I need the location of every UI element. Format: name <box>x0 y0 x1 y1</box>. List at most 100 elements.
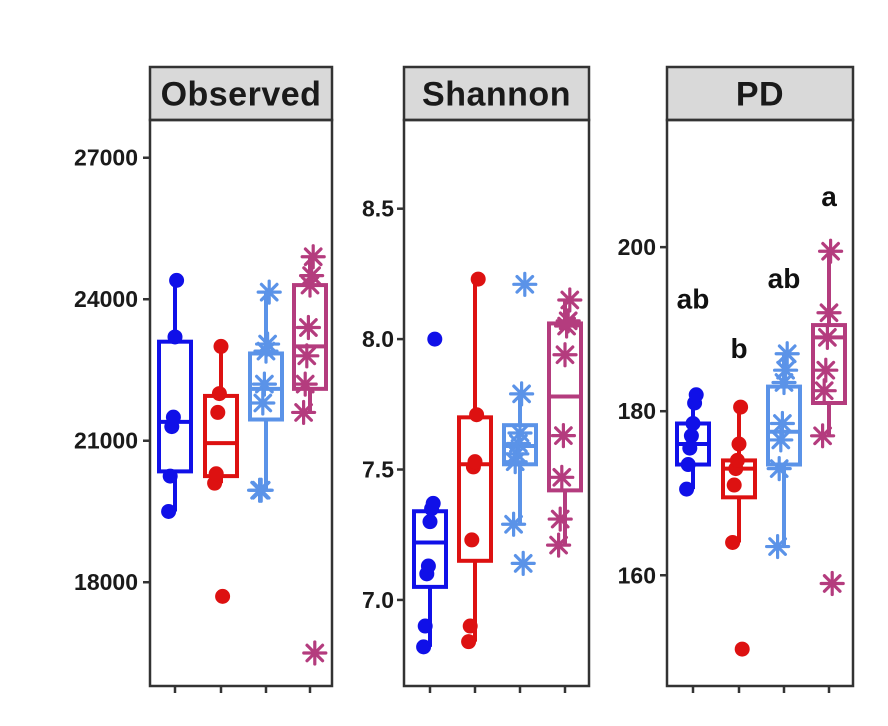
y-tick-label: 7.0 <box>362 587 394 613</box>
panel-shannon: Shannon 7.0 7.5 8.0 8.5 <box>362 65 591 693</box>
data-point <box>300 244 326 270</box>
data-point <box>547 506 573 532</box>
data-point <box>161 503 177 519</box>
data-point <box>512 271 538 297</box>
data-point <box>729 452 745 468</box>
data-point <box>550 423 577 449</box>
data-point <box>683 428 699 444</box>
data-point <box>552 342 578 368</box>
data-point <box>734 641 750 657</box>
data-point <box>555 308 581 334</box>
strip-title-shannon: Shannon <box>422 76 571 114</box>
data-point <box>302 640 328 666</box>
data-point <box>509 381 535 407</box>
data-point <box>688 387 704 403</box>
boxes-shannon <box>412 271 583 655</box>
strip-observed <box>148 65 334 122</box>
data-point <box>417 618 433 634</box>
data-point <box>167 329 183 345</box>
data-point <box>422 514 438 530</box>
box-group-2 <box>203 338 239 604</box>
y-tick-label: 180 <box>618 398 656 424</box>
box-group-3 <box>501 271 538 577</box>
data-point <box>809 423 836 449</box>
data-point <box>251 371 277 397</box>
data-point <box>769 410 796 437</box>
data-point <box>165 409 181 425</box>
data-point <box>255 331 281 357</box>
y-tick-label: 200 <box>618 234 656 260</box>
panel-frame-shannon <box>402 118 591 688</box>
box-group-2 <box>457 271 493 650</box>
strip-title-pd: PD <box>736 76 784 114</box>
significance-letter: a <box>821 181 837 212</box>
data-point <box>557 287 583 313</box>
data-point <box>467 454 483 470</box>
x-axis-shannon <box>428 686 567 693</box>
y-axis-shannon: 7.0 7.5 8.0 8.5 <box>362 196 404 613</box>
box-group-1 <box>412 331 448 655</box>
data-point <box>425 495 441 511</box>
y-tick-label: 8.0 <box>362 326 394 352</box>
data-point <box>726 477 742 493</box>
data-point <box>250 390 276 416</box>
data-point <box>210 404 226 420</box>
y-tick-label: 160 <box>618 562 656 588</box>
data-point <box>461 634 477 650</box>
data-point <box>294 343 320 369</box>
box-group-2 <box>721 399 757 657</box>
data-point <box>427 331 443 347</box>
data-point <box>811 378 837 404</box>
data-point <box>685 416 701 432</box>
data-point <box>215 588 231 604</box>
y-axis-pd: 160 180 200 <box>618 234 667 588</box>
data-point <box>208 466 224 482</box>
y-tick-label: 7.5 <box>362 457 394 483</box>
box-group-4 <box>809 238 847 597</box>
data-point <box>470 271 486 287</box>
significance-letter: ab <box>677 284 710 315</box>
x-axis-pd <box>691 686 831 693</box>
data-point <box>772 357 799 383</box>
data-point <box>299 263 325 289</box>
data-point <box>545 532 572 558</box>
y-tick-label: 21000 <box>74 428 138 454</box>
data-point <box>733 399 749 415</box>
x-axis-observed <box>173 686 312 693</box>
boxes-pd <box>675 238 847 657</box>
y-tick-label: 18000 <box>74 569 138 595</box>
data-point <box>731 436 747 452</box>
data-point <box>774 341 800 367</box>
data-point <box>768 427 794 453</box>
strip-title-observed: Observed <box>161 76 322 114</box>
data-point <box>814 324 841 350</box>
box-group-1 <box>157 272 193 519</box>
data-point <box>725 534 741 550</box>
data-point <box>680 457 696 473</box>
data-point <box>819 570 845 597</box>
data-point <box>420 558 436 574</box>
y-axis-observed: 18000 21000 24000 27000 <box>74 145 150 595</box>
y-tick-label: 27000 <box>74 145 138 171</box>
data-point <box>817 238 844 264</box>
significance-letter: ab <box>768 263 801 294</box>
data-point <box>292 371 318 397</box>
box-group-4 <box>291 244 328 666</box>
data-point <box>813 357 839 383</box>
data-point <box>462 618 478 634</box>
box-group-4 <box>545 287 583 558</box>
data-point <box>682 440 698 456</box>
data-point <box>501 511 527 537</box>
data-point <box>256 279 282 305</box>
data-point <box>507 420 533 446</box>
y-tick-label: 8.5 <box>362 196 394 222</box>
data-point <box>169 272 185 288</box>
data-point <box>248 477 274 503</box>
data-point <box>764 533 791 560</box>
strip-shannon <box>402 65 591 122</box>
data-point <box>549 464 575 490</box>
data-point <box>162 468 178 484</box>
